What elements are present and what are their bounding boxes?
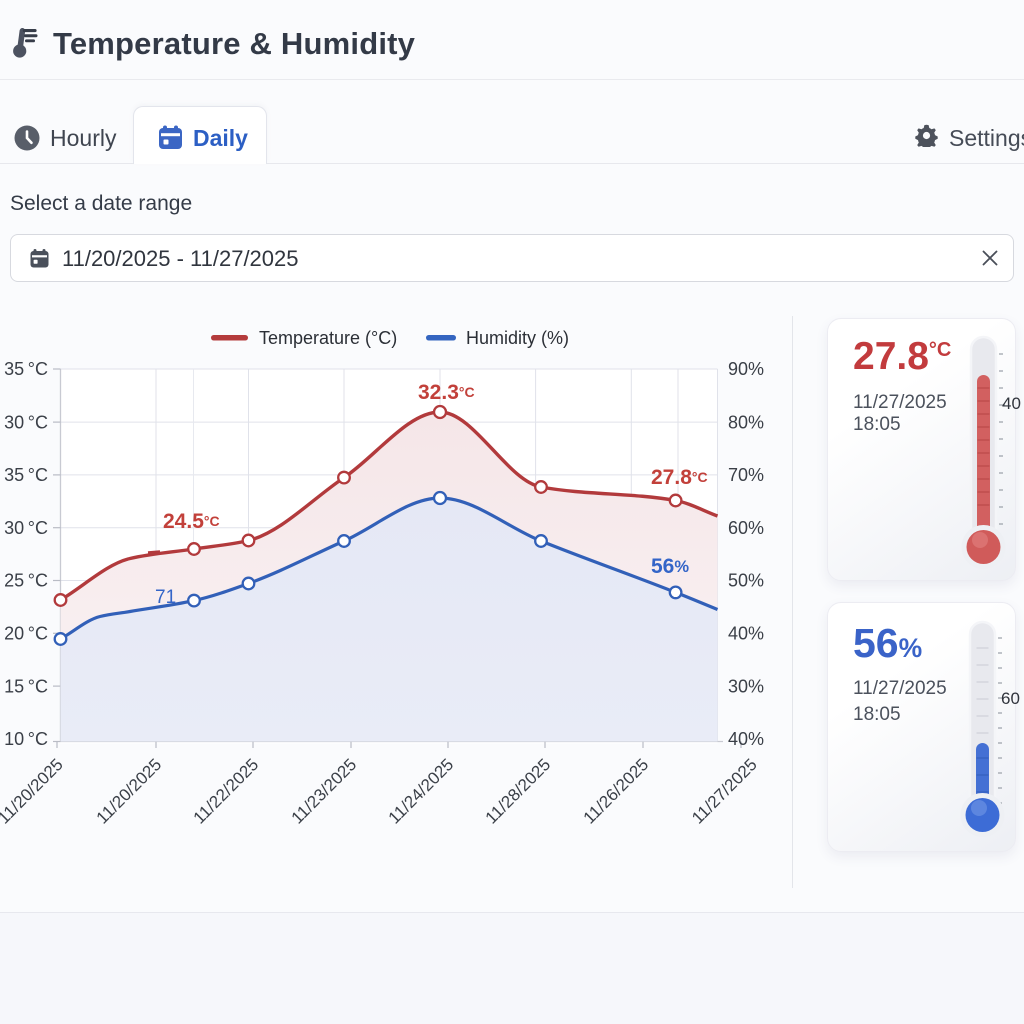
svg-text:11/24/2025: 11/24/2025 bbox=[385, 755, 458, 828]
svg-text:11/23/2025: 11/23/2025 bbox=[288, 755, 361, 828]
svg-text:27.8°C: 27.8°C bbox=[651, 466, 708, 489]
svg-text:11/20/2025: 11/20/2025 bbox=[93, 755, 166, 828]
svg-text:30 °C: 30 °C bbox=[4, 412, 48, 432]
svg-text:11/27/2025: 11/27/2025 bbox=[688, 755, 761, 828]
svg-text:32.3°C: 32.3°C bbox=[418, 381, 475, 404]
svg-text:20 °C: 20 °C bbox=[4, 624, 48, 644]
svg-text:71: 71 bbox=[155, 587, 176, 608]
svg-text:35 °C: 35 °C bbox=[4, 359, 48, 379]
svg-text:11/20/2025: 11/20/2025 bbox=[0, 755, 67, 828]
svg-text:24.5°C: 24.5°C bbox=[163, 510, 220, 533]
svg-text:30 °C: 30 °C bbox=[4, 518, 48, 538]
svg-text:11/22/2025: 11/22/2025 bbox=[190, 755, 263, 828]
svg-text:40%: 40% bbox=[728, 729, 764, 749]
svg-text:11/26/2025: 11/26/2025 bbox=[580, 755, 653, 828]
svg-text:15 °C: 15 °C bbox=[4, 676, 48, 696]
svg-text:60%: 60% bbox=[728, 518, 764, 538]
svg-text:Humidity (%): Humidity (%) bbox=[466, 328, 569, 348]
svg-text:40: 40 bbox=[1002, 394, 1021, 413]
svg-text:35 °C: 35 °C bbox=[4, 465, 48, 485]
svg-text:90%: 90% bbox=[728, 359, 764, 379]
svg-text:80%: 80% bbox=[728, 412, 764, 432]
svg-text:56%: 56% bbox=[651, 555, 689, 578]
svg-text:11/28/2025: 11/28/2025 bbox=[482, 755, 555, 828]
svg-text:40%: 40% bbox=[728, 624, 764, 644]
svg-text:30%: 30% bbox=[728, 676, 764, 696]
svg-text:10 °C: 10 °C bbox=[4, 729, 48, 749]
svg-text:25 °C: 25 °C bbox=[4, 571, 48, 591]
svg-text:50%: 50% bbox=[728, 571, 764, 591]
svg-text:60: 60 bbox=[1001, 689, 1020, 708]
svg-text:70%: 70% bbox=[728, 465, 764, 485]
svg-text:Temperature (°C): Temperature (°C) bbox=[259, 328, 397, 348]
